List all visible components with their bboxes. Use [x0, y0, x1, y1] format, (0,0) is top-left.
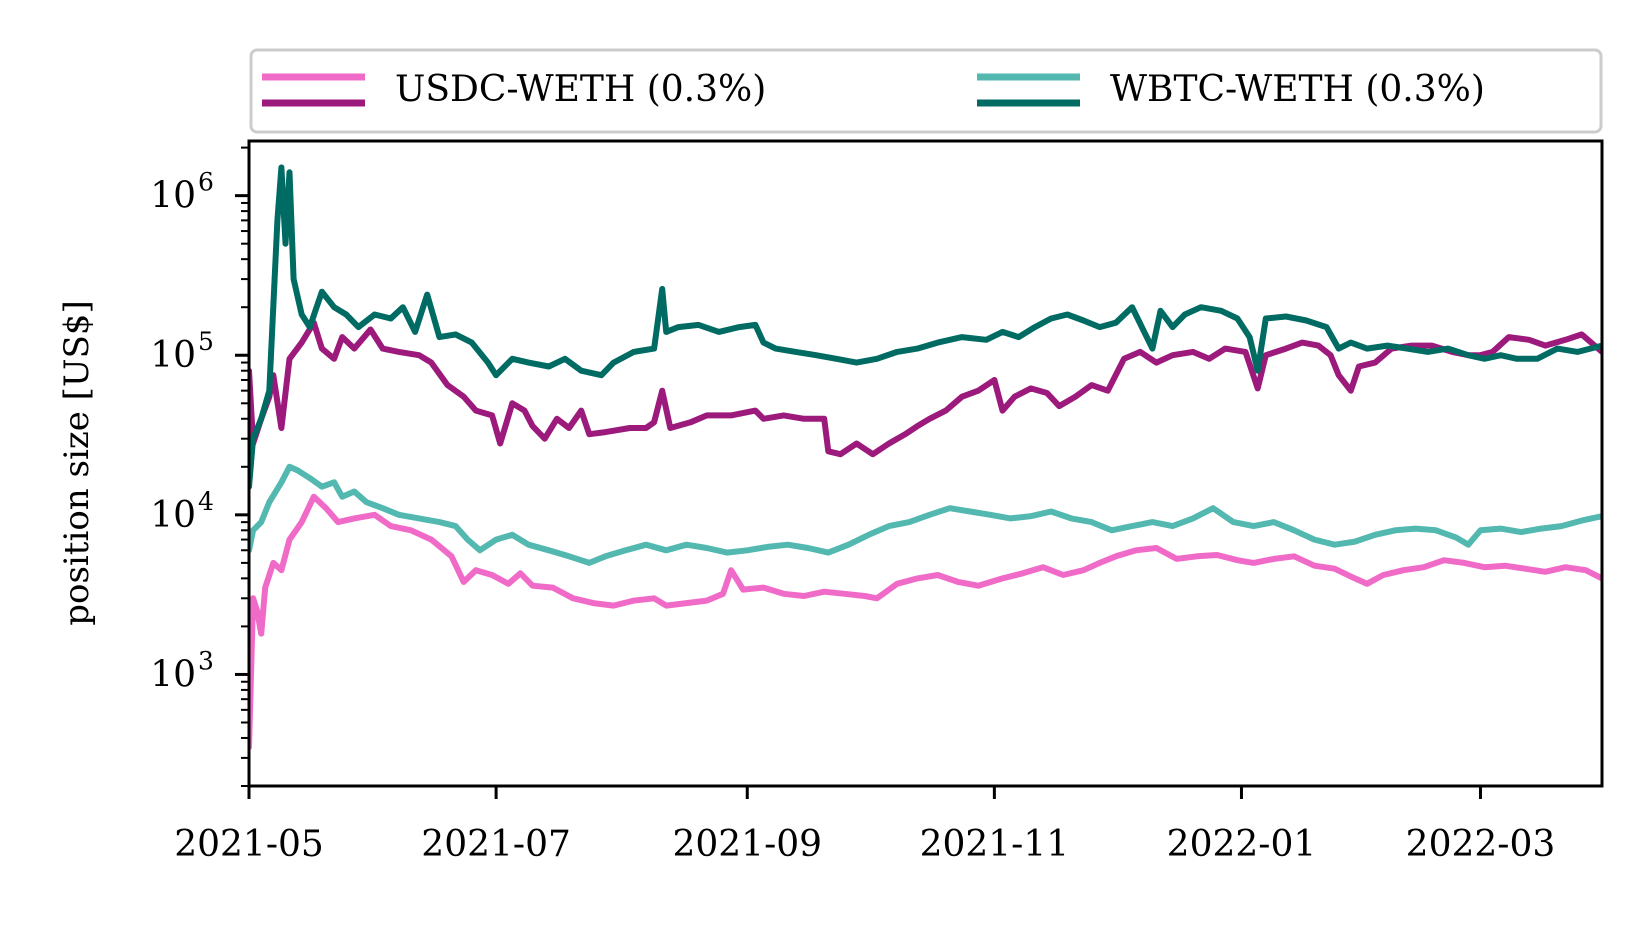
y-tick-exponent-3: 6 — [198, 168, 214, 197]
x-tick-label-2: 2021-09 — [672, 824, 822, 865]
y-tick-exponent-1: 4 — [198, 487, 214, 516]
legend: USDC-WETH (0.3%) WBTC-WETH (0.3%) — [249, 48, 1603, 134]
y-axis-label: position size [US$] — [57, 300, 97, 626]
legend-label-usdc-weth: USDC-WETH (0.3%) — [395, 69, 766, 110]
x-tick-label-5: 2022-03 — [1406, 824, 1556, 865]
plot-frame — [247, 139, 1604, 788]
x-tick-label-1: 2021-07 — [421, 824, 571, 865]
axis-layer: 2021-05 2021-07 2021-09 2021-11 2022-01 2022-… — [150, 146, 1556, 865]
series-layer — [249, 164, 1602, 751]
legend-box — [249, 48, 1603, 134]
y-tick-label-1: 10 — [150, 495, 196, 536]
series-line-1 — [249, 164, 1602, 490]
series-line-3 — [249, 463, 1602, 566]
x-tick-label-3: 2021-11 — [920, 824, 1070, 865]
series-line-0 — [249, 319, 1602, 458]
y-tick-label-3: 10 — [150, 176, 196, 217]
y-tick-label-2: 10 — [150, 335, 196, 376]
x-tick-label-4: 2022-01 — [1167, 824, 1317, 865]
series-line-2 — [249, 493, 1602, 751]
y-tick-exponent-0: 3 — [198, 646, 214, 675]
y-tick-exponent-2: 5 — [198, 327, 214, 356]
legend-label-wbtc-weth: WBTC-WETH (0.3%) — [1110, 69, 1485, 110]
x-tick-label-0: 2021-05 — [174, 824, 324, 865]
y-tick-label-0: 10 — [150, 654, 196, 695]
